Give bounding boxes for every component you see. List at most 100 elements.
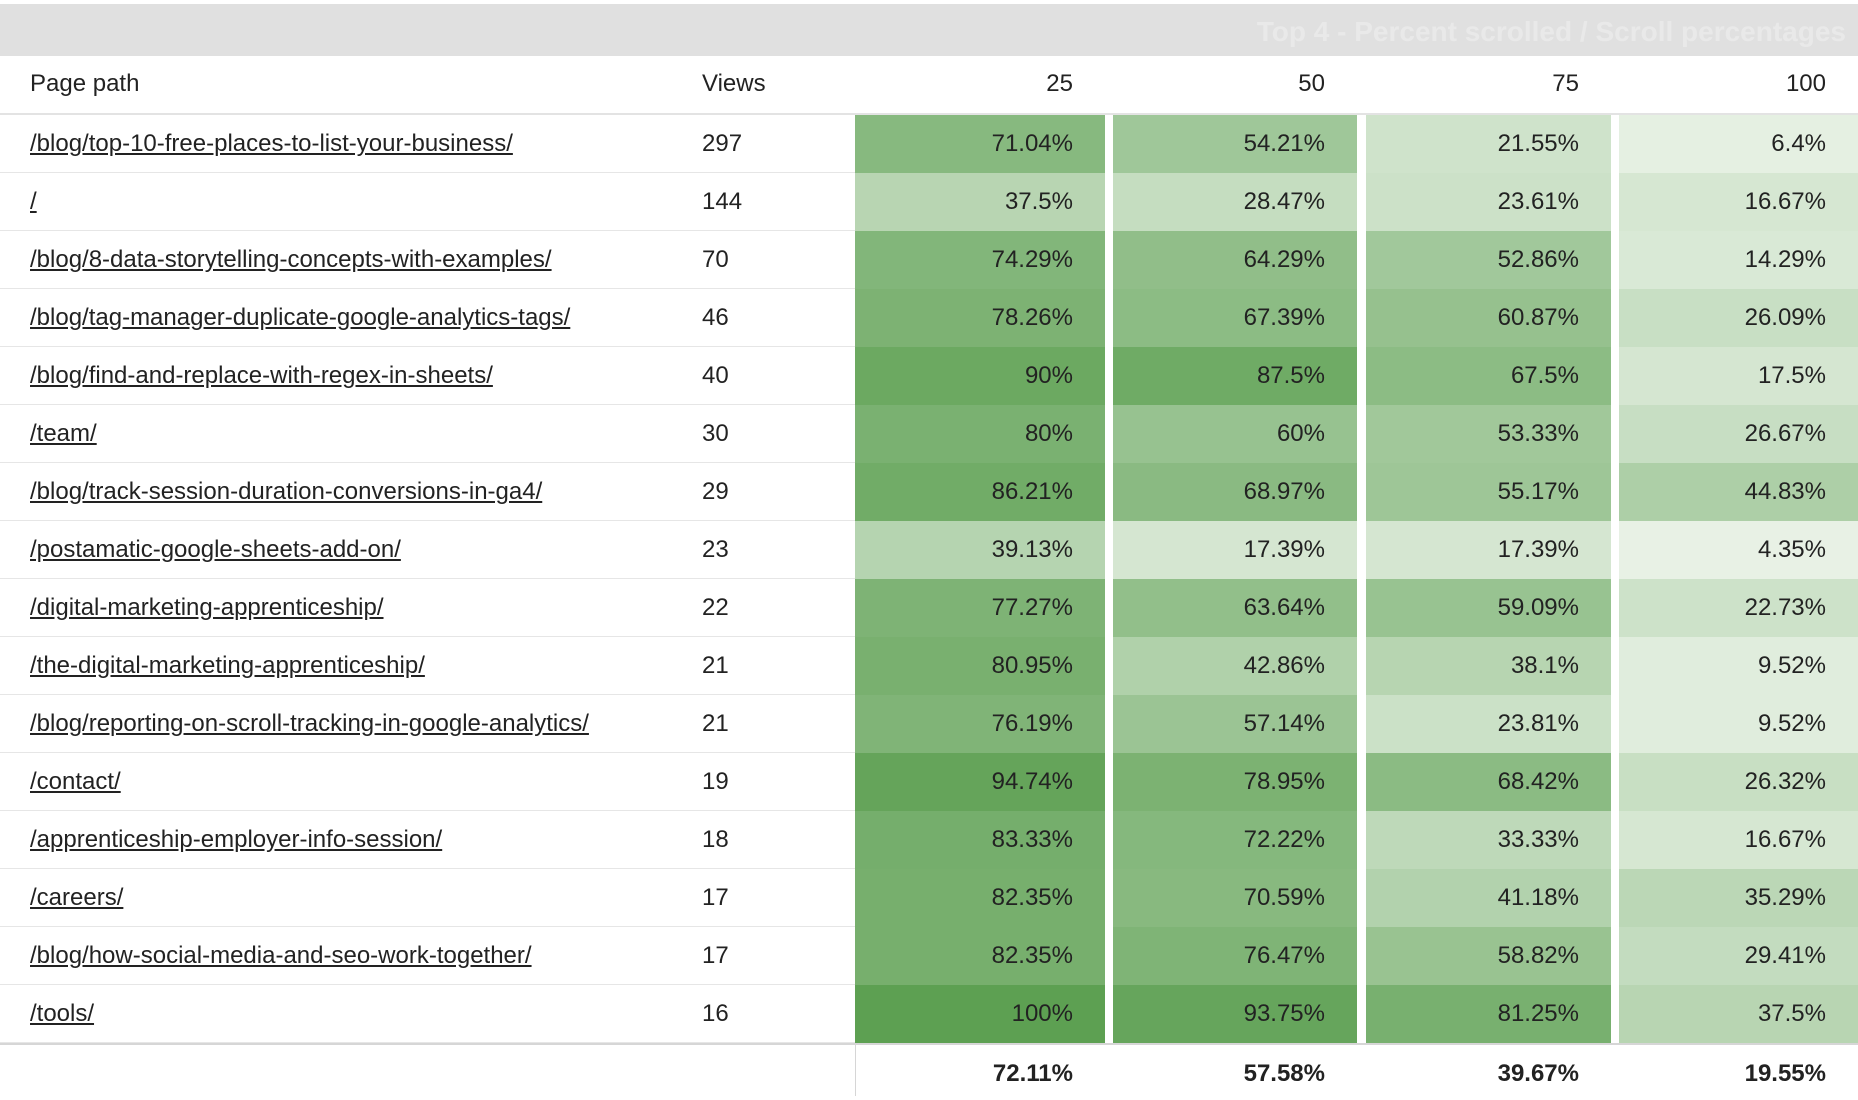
page-path-link[interactable]: /postamatic-google-sheets-add-on/ [30, 536, 401, 563]
views-cell: 19 [702, 768, 729, 795]
row-divider [0, 926, 855, 927]
page-path-link[interactable]: /apprenticeship-employer-info-session/ [30, 826, 443, 853]
views-cell: 23 [702, 536, 729, 563]
scroll-25-cell: 77.27% [855, 579, 1105, 637]
table-row: /postamatic-google-sheets-add-on/23 39.13… [0, 521, 1858, 579]
views-cell: 144 [702, 188, 743, 215]
scroll-25-cell: 82.35% [855, 869, 1105, 927]
page-path-link[interactable]: /digital-marketing-apprenticeship/ [30, 594, 384, 621]
scroll-100-cell: 6.4% [1619, 115, 1858, 173]
views-cell: 40 [702, 362, 729, 389]
row-divider [0, 868, 855, 869]
scroll-25-cell: 94.74% [855, 753, 1105, 811]
row-divider [0, 984, 855, 985]
column-header-75[interactable]: 75 [1552, 70, 1579, 97]
table-row: / 144 37.5% 28.47% 23.61% 16.67% [0, 173, 1858, 231]
scroll-50-cell: 67.39% [1113, 289, 1357, 347]
scroll-50-cell: 54.21% [1113, 115, 1357, 173]
scroll-25-cell: 39.13% [855, 521, 1105, 579]
scroll-50-cell: 42.86% [1113, 637, 1357, 695]
scroll-50-cell: 76.47% [1113, 927, 1357, 985]
scroll-25-cell: 82.35% [855, 927, 1105, 985]
row-divider [0, 404, 855, 405]
page-path-link[interactable]: /blog/top-10-free-places-to-list-your-bu… [30, 130, 513, 157]
scroll-50-cell: 78.95% [1113, 753, 1357, 811]
page-path-link[interactable]: /careers/ [30, 884, 124, 911]
row-divider [0, 1042, 855, 1043]
scroll-75-cell: 21.55% [1366, 115, 1611, 173]
scroll-100-cell: 16.67% [1619, 811, 1858, 869]
scroll-75-cell: 38.1% [1366, 637, 1611, 695]
page-path-link[interactable]: / [30, 188, 37, 215]
column-header-50[interactable]: 50 [1298, 70, 1325, 97]
scroll-75-cell: 41.18% [1366, 869, 1611, 927]
scroll-75-cell: 17.39% [1366, 521, 1611, 579]
views-cell: 30 [702, 420, 729, 447]
totals-separator [855, 1043, 856, 1096]
scroll-100-cell: 9.52% [1619, 695, 1858, 753]
scroll-100-cell: 44.83% [1619, 463, 1858, 521]
scroll-100-cell: 26.32% [1619, 753, 1858, 811]
table-row: /contact/19 94.74% 78.95% 68.42% 26.32% [0, 753, 1858, 811]
scroll-50-cell: 68.97% [1113, 463, 1357, 521]
table-row: /blog/top-10-free-places-to-list-your-bu… [0, 115, 1858, 173]
table-row: /blog/8-data-storytelling-concepts-with-… [0, 231, 1858, 289]
column-header-views[interactable]: Views [702, 70, 766, 97]
scroll-25-cell: 80.95% [855, 637, 1105, 695]
views-cell: 17 [702, 884, 729, 911]
scroll-100-cell: 14.29% [1619, 231, 1858, 289]
page-path-link[interactable]: /blog/reporting-on-scroll-tracking-in-go… [30, 710, 589, 737]
scroll-50-cell: 93.75% [1113, 985, 1357, 1043]
views-cell: 29 [702, 478, 729, 505]
scroll-25-cell: 100% [855, 985, 1105, 1043]
scroll-25-cell: 90% [855, 347, 1105, 405]
table-row: /apprenticeship-employer-info-session/18… [0, 811, 1858, 869]
table-row: /blog/reporting-on-scroll-tracking-in-go… [0, 695, 1858, 753]
page-path-link[interactable]: /blog/track-session-duration-conversions… [30, 478, 543, 505]
table-row: /blog/tag-manager-duplicate-google-analy… [0, 289, 1858, 347]
views-cell: 22 [702, 594, 729, 621]
views-cell: 17 [702, 942, 729, 969]
scroll-50-cell: 70.59% [1113, 869, 1357, 927]
scroll-100-cell: 22.73% [1619, 579, 1858, 637]
scroll-100-cell: 26.09% [1619, 289, 1858, 347]
table-row: /blog/find-and-replace-with-regex-in-she… [0, 347, 1858, 405]
table-row: /blog/how-social-media-and-seo-work-toge… [0, 927, 1858, 985]
page-path-link[interactable]: /blog/how-social-media-and-seo-work-toge… [30, 942, 532, 969]
scroll-75-cell: 58.82% [1366, 927, 1611, 985]
row-divider [0, 810, 855, 811]
row-divider [0, 694, 855, 695]
header-divider [0, 113, 1858, 115]
page-path-link[interactable]: /the-digital-marketing-apprenticeship/ [30, 652, 425, 679]
scroll-50-cell: 57.14% [1113, 695, 1357, 753]
page-path-link[interactable]: /blog/8-data-storytelling-concepts-with-… [30, 246, 552, 273]
scroll-100-cell: 16.67% [1619, 173, 1858, 231]
scroll-100-cell: 29.41% [1619, 927, 1858, 985]
table-title: Top 4 - Percent scrolled / Scroll percen… [1256, 16, 1846, 47]
scroll-25-cell: 37.5% [855, 173, 1105, 231]
scroll-100-cell: 37.5% [1619, 985, 1858, 1043]
page-path-link[interactable]: /blog/find-and-replace-with-regex-in-she… [30, 362, 493, 389]
scroll-25-cell: 80% [855, 405, 1105, 463]
page-path-link[interactable]: /blog/tag-manager-duplicate-google-analy… [30, 304, 571, 331]
scroll-100-cell: 17.5% [1619, 347, 1858, 405]
row-divider [0, 288, 855, 289]
column-header-page-path[interactable]: Page path [30, 70, 140, 97]
total-50: 57.58% [1243, 1060, 1325, 1087]
scroll-75-cell: 23.61% [1366, 173, 1611, 231]
page-path-link[interactable]: /team/ [30, 420, 97, 447]
scroll-50-cell: 72.22% [1113, 811, 1357, 869]
scroll-100-cell: 9.52% [1619, 637, 1858, 695]
column-header-25[interactable]: 25 [1046, 70, 1073, 97]
title-bar: Top 4 - Percent scrolled / Scroll percen… [0, 4, 1858, 56]
column-header-100[interactable]: 100 [1785, 70, 1826, 97]
page-path-link[interactable]: /contact/ [30, 768, 121, 795]
row-divider [0, 172, 855, 173]
page-path-link[interactable]: /tools/ [30, 1000, 95, 1027]
scroll-50-cell: 63.64% [1113, 579, 1357, 637]
scroll-100-cell: 4.35% [1619, 521, 1858, 579]
views-cell: 16 [702, 1000, 729, 1027]
table-row: /the-digital-marketing-apprenticeship/21… [0, 637, 1858, 695]
row-divider [0, 636, 855, 637]
views-cell: 46 [702, 304, 729, 331]
